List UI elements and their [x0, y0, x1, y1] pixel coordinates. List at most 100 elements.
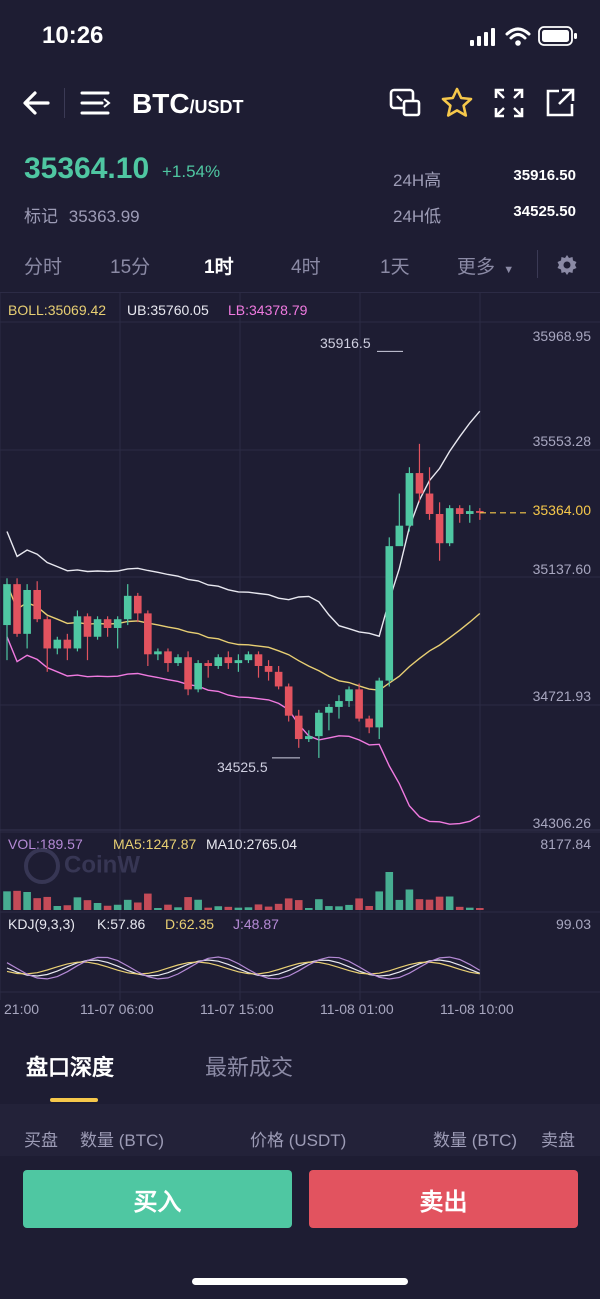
candle-body: [93, 619, 102, 637]
boll-lb-value: LB:34378.79: [228, 302, 308, 318]
favorite-star-icon[interactable]: [440, 86, 474, 120]
volume-bar: [3, 891, 11, 910]
current-price-tag: 35364.00: [532, 502, 591, 518]
candle-body: [405, 473, 414, 526]
candle-body: [455, 508, 464, 514]
volume-bar: [23, 892, 31, 910]
tab-order-book[interactable]: 盘口深度: [26, 1055, 115, 1080]
candle-body: [294, 715, 303, 740]
candle-body: [133, 595, 142, 614]
candle-body: [214, 657, 223, 666]
candle-body: [154, 651, 162, 655]
volume-bar: [294, 900, 303, 910]
candle-body: [335, 701, 343, 707]
volume-bar: [264, 906, 273, 910]
kdj-label: KDJ(9,3,3): [8, 916, 75, 932]
menu-icon[interactable]: [78, 86, 112, 120]
tab-1day[interactable]: 1天: [380, 257, 410, 278]
active-tab-indicator: [50, 1098, 98, 1102]
volume-bar: [164, 904, 172, 910]
tab-1hour[interactable]: 1时: [204, 257, 234, 278]
tab-more[interactable]: 更多 ▼: [457, 252, 514, 279]
sell-button[interactable]: 卖出: [309, 1170, 578, 1228]
candle-body: [395, 525, 404, 547]
volume-bar: [345, 904, 353, 910]
vol-ma5-value: MA5:1247.87: [113, 836, 197, 852]
tab-4hour[interactable]: 4时: [291, 257, 321, 278]
candle-body: [184, 657, 192, 690]
candle-body: [103, 619, 112, 628]
volume-bar: [425, 899, 434, 910]
mark-price: 标记 35363.99: [24, 202, 140, 227]
kline-chart[interactable]: [0, 292, 600, 1025]
buy-button[interactable]: 买入: [23, 1170, 292, 1228]
candle-body: [204, 663, 212, 666]
candle-body: [174, 657, 182, 664]
price-axis-tick: 34306.26: [532, 815, 591, 831]
vol-value: VOL:189.57: [8, 836, 83, 852]
time-axis-tick: 11-07 15:00: [200, 1001, 274, 1017]
boll-lower-band: [6, 636, 481, 825]
candle-body: [53, 639, 62, 649]
candle-body: [23, 589, 31, 634]
price-axis-tick: 35553.28: [532, 433, 591, 449]
candle-body: [365, 718, 373, 728]
volume-bar: [244, 907, 253, 910]
volume-bar: [93, 903, 102, 910]
high-24h-label: 24H高: [393, 171, 442, 190]
pair-quote: /USDT: [189, 97, 244, 117]
coinw-watermark: CoinW: [24, 848, 140, 884]
candle-body: [315, 712, 323, 737]
mark-price-label: 标记: [24, 207, 58, 226]
share-icon[interactable]: [543, 86, 577, 120]
back-arrow-icon[interactable]: [20, 86, 54, 120]
candle-body: [43, 619, 52, 649]
volume-bar: [395, 899, 404, 910]
switch-screen-icon[interactable]: [388, 86, 422, 120]
kdj-j-value: J:48.87: [233, 916, 279, 932]
boll-upper-band: [6, 410, 481, 638]
price-axis-tick: 35137.60: [532, 561, 591, 577]
volume-bar: [305, 908, 313, 910]
candle-body: [234, 660, 243, 664]
candle-body: [244, 654, 253, 661]
fullscreen-icon[interactable]: [492, 86, 526, 120]
time-axis-tick: 11-08 01:00: [320, 1001, 394, 1017]
vol-axis-max: 8177.84: [540, 836, 591, 852]
ask-column-header: 卖盘: [541, 1131, 575, 1150]
volume-bar: [73, 897, 82, 910]
price-axis-tick: 35968.95: [532, 328, 591, 344]
volume-bar: [405, 889, 414, 910]
volume-bar: [63, 905, 72, 910]
tab-15min[interactable]: 15分: [110, 257, 151, 278]
candle-body: [355, 689, 363, 719]
candle-body: [83, 616, 92, 637]
candle-body: [63, 639, 72, 649]
tab-time-sharing[interactable]: 分时: [24, 257, 63, 278]
volume-bar: [174, 907, 182, 910]
volume-bar: [204, 907, 212, 910]
candle-body: [345, 689, 353, 702]
low-annotation: 34525.5: [217, 759, 268, 775]
volume-bar: [315, 899, 323, 910]
tab-recent-trades[interactable]: 最新成交: [205, 1055, 294, 1080]
nav-divider: [64, 88, 65, 118]
battery-icon: [538, 26, 577, 46]
volume-bar: [224, 906, 233, 910]
candle-body: [385, 546, 394, 681]
candle-body: [415, 473, 424, 494]
kdj-axis-max: 99.03: [555, 916, 591, 932]
bid-amount-header: 数量 (BTC): [80, 1131, 165, 1150]
candle-body: [284, 686, 293, 716]
tab-more-label: 更多: [457, 257, 496, 278]
high-24h-value: 35916.50: [513, 167, 576, 184]
wifi-icon: [505, 27, 531, 46]
candle-body: [13, 584, 21, 634]
settings-gear-icon[interactable]: [555, 253, 579, 277]
status-time: 10:26: [42, 22, 104, 49]
vol-ma10-value: MA10:2765.04: [206, 836, 298, 852]
ask-amount-header: 数量 (BTC): [433, 1131, 518, 1150]
volume-bar: [133, 902, 142, 910]
pair-title[interactable]: BTC/USDT: [132, 88, 244, 120]
tabs-divider: [537, 250, 538, 278]
